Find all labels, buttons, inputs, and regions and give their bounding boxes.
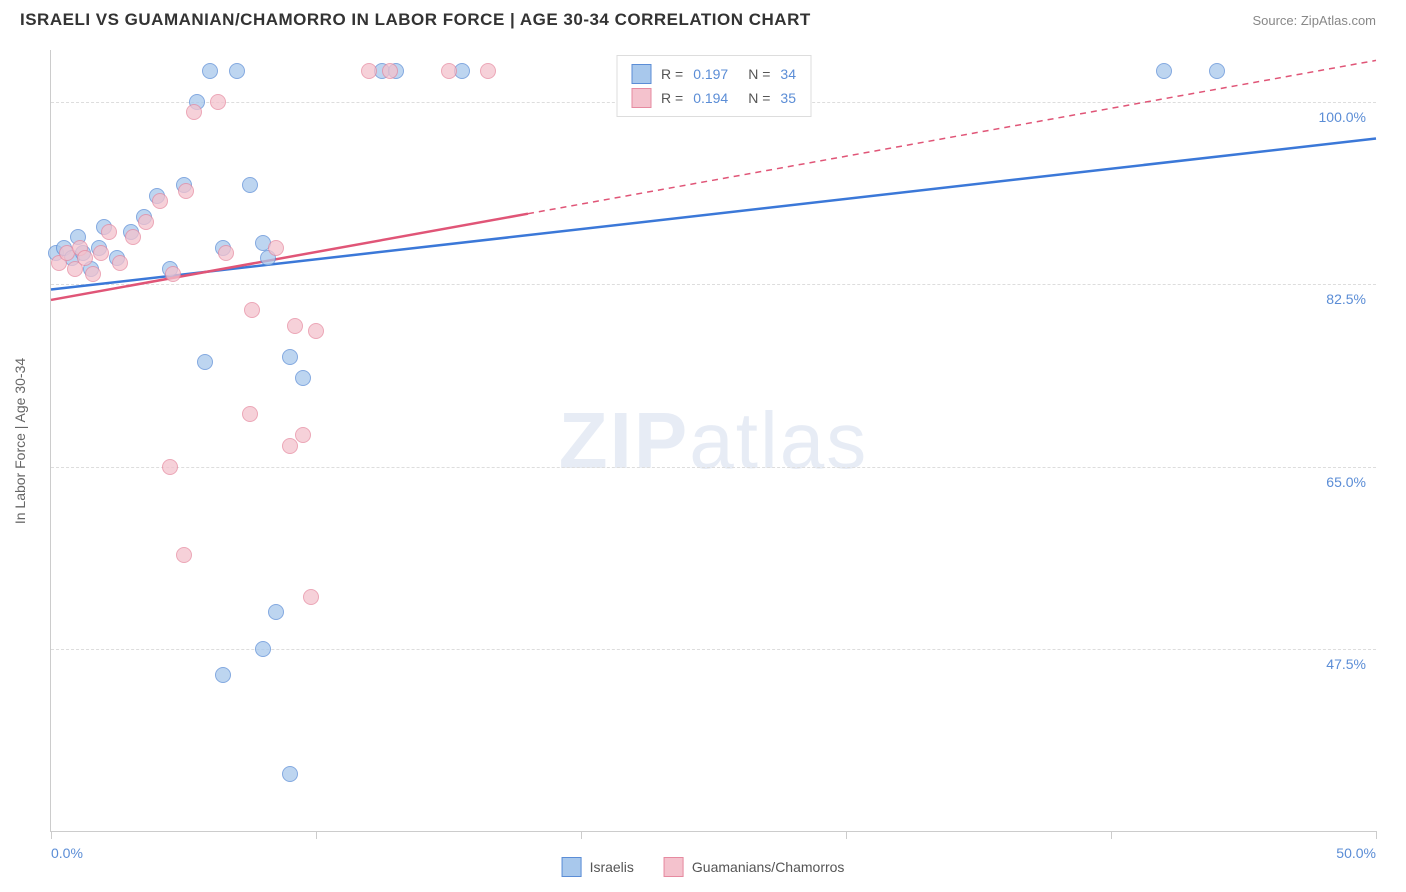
legend-r-value: 0.197 xyxy=(693,66,728,82)
scatter-point xyxy=(295,370,311,386)
scatter-point xyxy=(176,547,192,563)
scatter-point xyxy=(85,266,101,282)
legend-swatch xyxy=(631,64,651,84)
scatter-point xyxy=(1156,63,1172,79)
scatter-point xyxy=(93,245,109,261)
scatter-point xyxy=(242,177,258,193)
scatter-point xyxy=(218,245,234,261)
legend-series-label: Guamanians/Chamorros xyxy=(692,859,845,875)
watermark: ZIPatlas xyxy=(559,395,868,487)
scatter-point xyxy=(282,438,298,454)
scatter-point xyxy=(77,250,93,266)
scatter-point xyxy=(244,302,260,318)
scatter-point xyxy=(210,94,226,110)
scatter-point xyxy=(295,427,311,443)
scatter-point xyxy=(287,318,303,334)
scatter-point xyxy=(215,667,231,683)
legend-swatch xyxy=(664,857,684,877)
scatter-point xyxy=(178,183,194,199)
scatter-point xyxy=(282,766,298,782)
scatter-point xyxy=(101,224,117,240)
y-tick-label: 47.5% xyxy=(1326,656,1366,672)
scatter-point xyxy=(382,63,398,79)
scatter-point xyxy=(229,63,245,79)
scatter-point xyxy=(480,63,496,79)
scatter-point xyxy=(303,589,319,605)
legend-correlation-box: R = 0.197 N = 34 R = 0.194 N = 35 xyxy=(616,55,811,117)
chart-source: Source: ZipAtlas.com xyxy=(1252,13,1376,28)
y-tick-label: 65.0% xyxy=(1326,474,1366,490)
scatter-point xyxy=(255,641,271,657)
scatter-point xyxy=(268,604,284,620)
x-tick xyxy=(1111,831,1112,839)
legend-series-label: Israelis xyxy=(590,859,634,875)
legend-n-label: N = xyxy=(748,90,770,106)
x-tick-label: 50.0% xyxy=(1336,845,1376,861)
scatter-point xyxy=(202,63,218,79)
legend-r-label: R = xyxy=(661,90,683,106)
scatter-point xyxy=(1209,63,1225,79)
scatter-point xyxy=(165,266,181,282)
legend-correlation-row: R = 0.194 N = 35 xyxy=(631,86,796,110)
legend-n-value: 35 xyxy=(780,90,796,106)
scatter-point xyxy=(441,63,457,79)
gridline-h xyxy=(51,284,1376,285)
scatter-point xyxy=(268,240,284,256)
scatter-point xyxy=(138,214,154,230)
scatter-point xyxy=(308,323,324,339)
x-tick xyxy=(51,831,52,839)
chart-plot-area: ZIPatlas 47.5%65.0%82.5%100.0%0.0%50.0%R… xyxy=(50,50,1376,832)
legend-swatch xyxy=(562,857,582,877)
scatter-point xyxy=(361,63,377,79)
scatter-point xyxy=(125,229,141,245)
gridline-h xyxy=(51,467,1376,468)
x-tick xyxy=(581,831,582,839)
scatter-point xyxy=(282,349,298,365)
x-tick xyxy=(846,831,847,839)
scatter-point xyxy=(112,255,128,271)
scatter-point xyxy=(162,459,178,475)
y-tick-label: 82.5% xyxy=(1326,291,1366,307)
y-axis-label-container: In Labor Force | Age 30-34 xyxy=(0,50,40,832)
legend-correlation-row: R = 0.197 N = 34 xyxy=(631,62,796,86)
scatter-point xyxy=(197,354,213,370)
trend-lines xyxy=(51,50,1376,831)
legend-n-label: N = xyxy=(748,66,770,82)
x-tick xyxy=(1376,831,1377,839)
watermark-bold: ZIP xyxy=(559,396,689,485)
legend-bottom: Israelis Guamanians/Chamorros xyxy=(562,857,845,877)
y-axis-label: In Labor Force | Age 30-34 xyxy=(12,358,28,524)
scatter-point xyxy=(186,104,202,120)
legend-n-value: 34 xyxy=(780,66,796,82)
scatter-point xyxy=(152,193,168,209)
gridline-h xyxy=(51,649,1376,650)
x-tick-label: 0.0% xyxy=(51,845,83,861)
legend-r-value: 0.194 xyxy=(693,90,728,106)
chart-header: ISRAELI VS GUAMANIAN/CHAMORRO IN LABOR F… xyxy=(0,0,1406,40)
legend-swatch xyxy=(631,88,651,108)
legend-bottom-item: Guamanians/Chamorros xyxy=(664,857,845,877)
chart-title: ISRAELI VS GUAMANIAN/CHAMORRO IN LABOR F… xyxy=(20,10,811,30)
scatter-point xyxy=(242,406,258,422)
x-tick xyxy=(316,831,317,839)
y-tick-label: 100.0% xyxy=(1319,109,1366,125)
watermark-light: atlas xyxy=(689,396,868,485)
legend-bottom-item: Israelis xyxy=(562,857,634,877)
legend-r-label: R = xyxy=(661,66,683,82)
